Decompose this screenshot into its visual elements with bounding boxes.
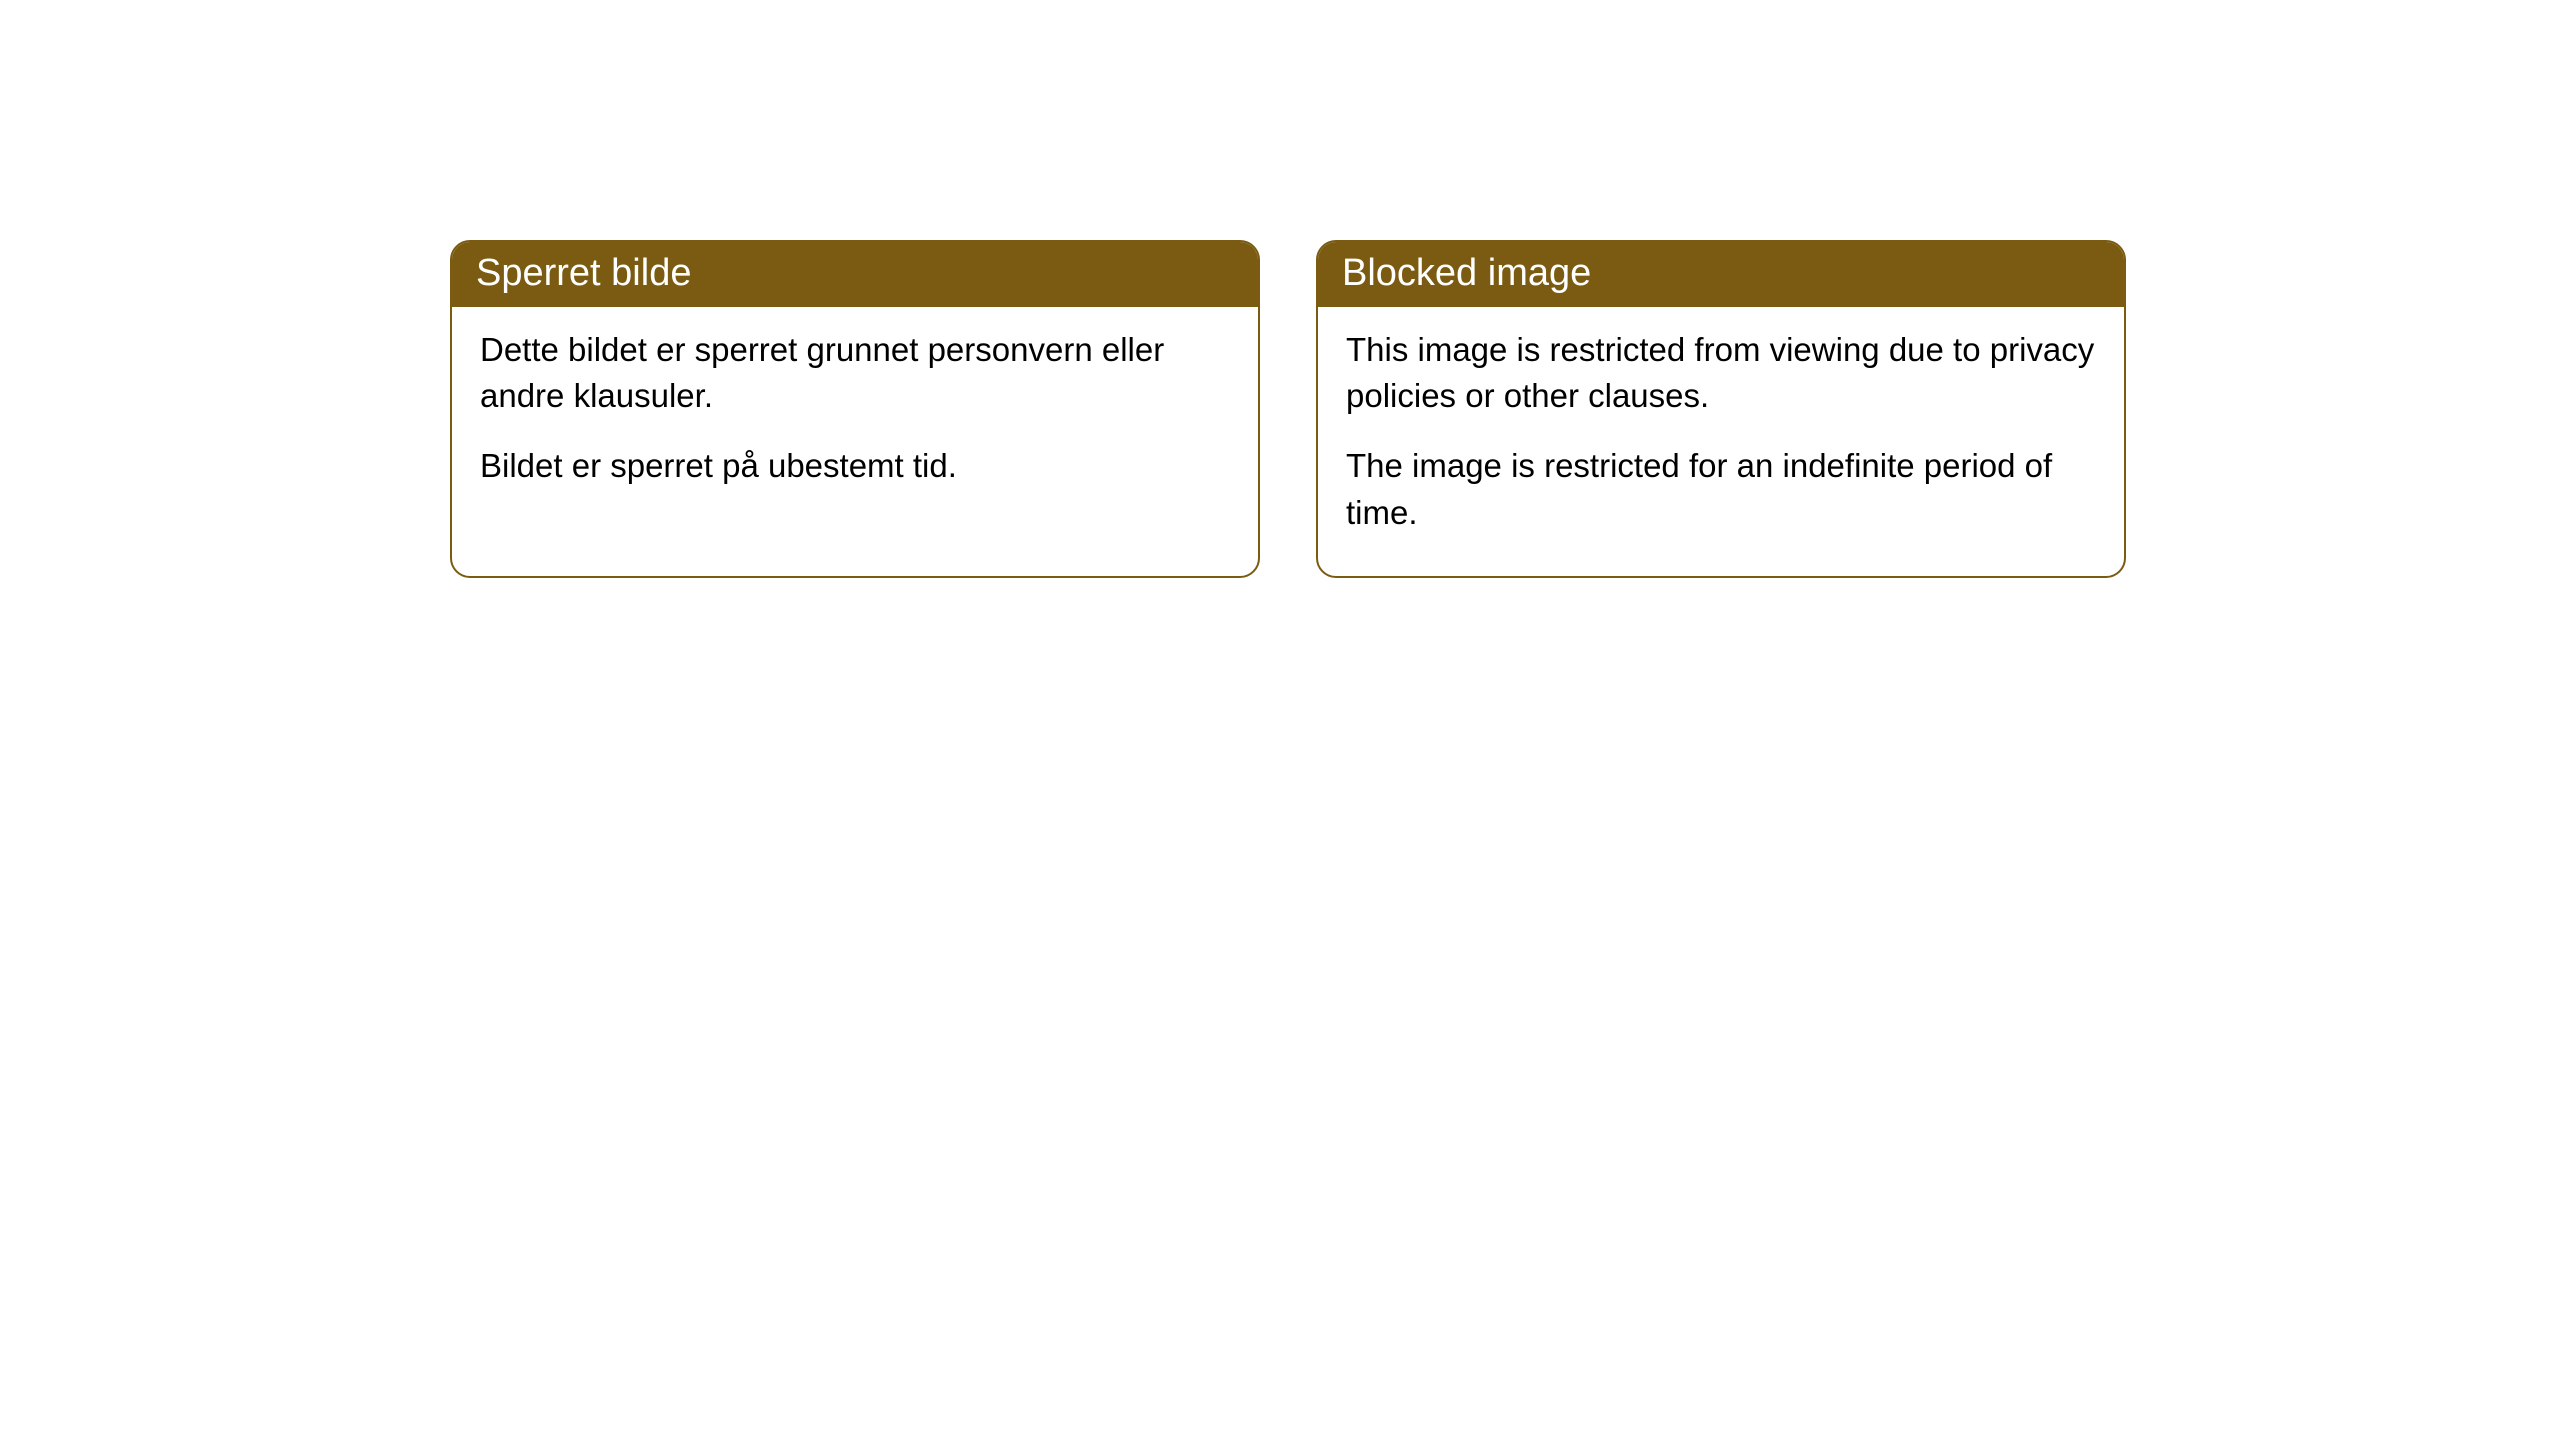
notice-header: Blocked image [1318, 242, 2124, 307]
notice-card-norwegian: Sperret bilde Dette bildet er sperret gr… [450, 240, 1260, 578]
notice-paragraph: Bildet er sperret på ubestemt tid. [480, 443, 1230, 489]
notice-paragraph: Dette bildet er sperret grunnet personve… [480, 327, 1230, 419]
notice-paragraph: The image is restricted for an indefinit… [1346, 443, 2096, 535]
notice-card-english: Blocked image This image is restricted f… [1316, 240, 2126, 578]
notice-container: Sperret bilde Dette bildet er sperret gr… [450, 240, 2126, 578]
notice-body: This image is restricted from viewing du… [1318, 307, 2124, 576]
notice-paragraph: This image is restricted from viewing du… [1346, 327, 2096, 419]
notice-body: Dette bildet er sperret grunnet personve… [452, 307, 1258, 530]
notice-header: Sperret bilde [452, 242, 1258, 307]
